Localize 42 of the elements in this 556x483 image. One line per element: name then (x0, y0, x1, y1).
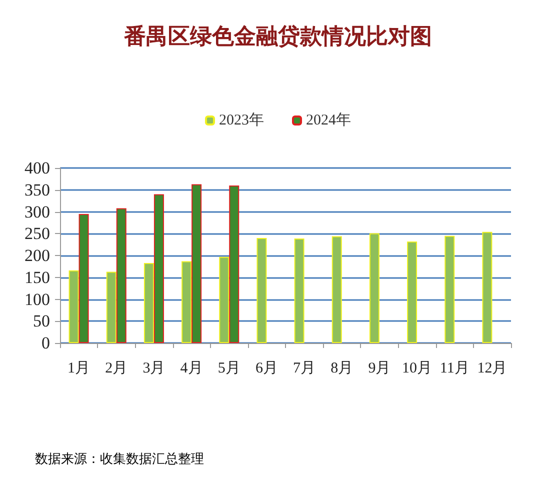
bar (68, 270, 79, 343)
y-tick-label: 350 (24, 180, 50, 200)
y-tick-label: 200 (24, 246, 50, 265)
bar (144, 262, 154, 343)
bar (219, 256, 230, 343)
bar (407, 242, 418, 343)
bar (78, 214, 89, 343)
bar (182, 261, 192, 343)
x-tick-label: 8月 (330, 360, 354, 376)
y-tick-label: 0 (42, 334, 50, 352)
bar (482, 232, 492, 343)
x-tick-label: 9月 (368, 360, 391, 376)
bar (444, 236, 455, 343)
bar (332, 236, 342, 343)
x-tick-label: 5月 (218, 360, 240, 376)
bar (192, 184, 202, 343)
x-tick-label: 2月 (105, 360, 128, 376)
x-tick-label: 4月 (180, 360, 203, 376)
x-tick-label: 10月 (402, 360, 432, 376)
y-tick-label: 150 (24, 268, 50, 287)
bar (294, 238, 304, 343)
y-tick-label: 300 (24, 202, 50, 222)
y-tick-label: 50 (33, 312, 50, 331)
x-tick-label: 11月 (440, 360, 470, 376)
x-tick-label: 12月 (477, 360, 508, 376)
legend-label: 2023年 (219, 112, 264, 128)
bar (116, 208, 126, 343)
bar (154, 194, 164, 343)
y-tick-label: 400 (24, 158, 50, 178)
bar (106, 272, 116, 343)
x-tick-label: 6月 (255, 360, 278, 376)
x-tick-label: 1月 (68, 360, 90, 376)
bar (369, 233, 380, 343)
y-tick-label: 100 (24, 290, 50, 309)
bar (256, 238, 267, 343)
x-tick-label: 7月 (293, 360, 316, 376)
x-tick-label: 3月 (142, 360, 166, 376)
chart-title: 番禺区绿色金融贷款情况比对图 (123, 24, 432, 48)
y-tick-label: 250 (24, 224, 50, 244)
legend-label: 2024年 (306, 112, 351, 128)
source-note: 数据来源：收集数据汇总整理 (35, 451, 204, 466)
bar (229, 186, 240, 343)
